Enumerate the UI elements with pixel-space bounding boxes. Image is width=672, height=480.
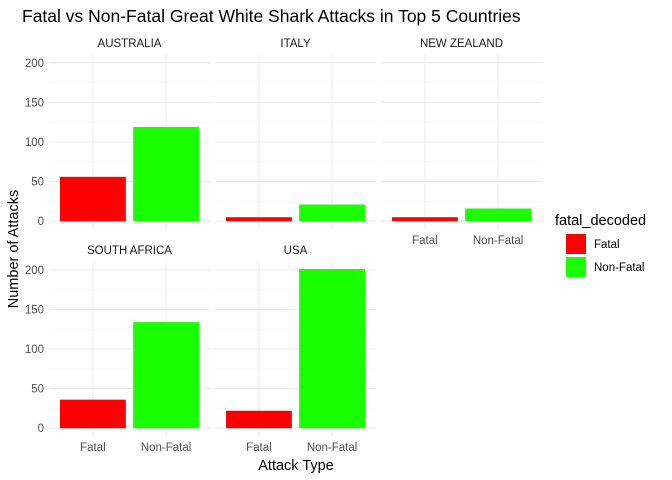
x-tick-label: Fatal [412, 235, 438, 247]
legend: fatal_decoded Fatal Non-Fatal [555, 213, 646, 277]
y-tick-label: 0 [38, 423, 44, 435]
y-tick-label: 50 [31, 177, 44, 189]
facet-strip-label: ITALY [280, 38, 311, 50]
y-tick-label: 100 [25, 137, 44, 149]
bar-fatal [59, 176, 126, 222]
facet-strip-label: NEW ZEALAND [420, 38, 503, 50]
y-tick-label: 50 [31, 384, 44, 396]
bar-fatal [391, 217, 458, 222]
x-tick-label: Non-Fatal [307, 442, 358, 454]
facet-strip-label: SOUTH AFRICA [87, 245, 172, 257]
facet-strip-label: AUSTRALIA [98, 38, 162, 50]
y-tick-label: 200 [25, 265, 44, 277]
bar-non-fatal [299, 204, 366, 222]
legend-label-non-fatal: Non-Fatal [594, 262, 645, 274]
y-tick-label: 0 [38, 216, 44, 228]
y-tick-label: 150 [25, 97, 44, 109]
legend-title: fatal_decoded [555, 213, 646, 229]
bar-non-fatal [465, 208, 532, 222]
y-tick-label: 150 [25, 304, 44, 316]
y-tick-label: 200 [25, 58, 44, 70]
bar-non-fatal [299, 269, 366, 429]
legend-swatch-non-fatal [566, 257, 586, 277]
facet-usa: USA Fatal Non-Fatal [215, 245, 376, 454]
bar-non-fatal [133, 322, 200, 429]
facet-strip-label: USA [284, 245, 308, 257]
facet-australia: AUSTRALIA 0 50 100 150 200 [25, 38, 210, 229]
legend-swatch-fatal [566, 234, 586, 254]
facet-italy: ITALY [215, 38, 376, 229]
facet-new-zealand: NEW ZEALAND Fatal Non-Fatal [381, 38, 542, 247]
facet-south-africa: SOUTH AFRICA 0 50 100 150 200 Fatal Non-Fatal [25, 245, 210, 454]
legend-label-fatal: Fatal [594, 239, 620, 251]
bar-fatal [59, 399, 126, 429]
x-axis-title: Attack Type [258, 458, 334, 474]
bar-fatal [225, 217, 292, 222]
bar-fatal [225, 410, 292, 429]
y-tick-label: 100 [25, 344, 44, 356]
x-tick-label: Fatal [80, 442, 106, 454]
chart-title: Fatal vs Non-Fatal Great White Shark Att… [22, 6, 521, 26]
x-tick-label: Non-Fatal [473, 235, 524, 247]
x-tick-label: Non-Fatal [141, 442, 192, 454]
facets: AUSTRALIA 0 50 100 150 200 ITALY NEW ZEALAND Fat… [25, 38, 542, 454]
x-tick-label: Fatal [246, 442, 272, 454]
bar-non-fatal [133, 126, 200, 222]
y-axis-title: Number of Attacks [6, 190, 22, 308]
legend-entries: Fatal Non-Fatal [566, 234, 645, 277]
